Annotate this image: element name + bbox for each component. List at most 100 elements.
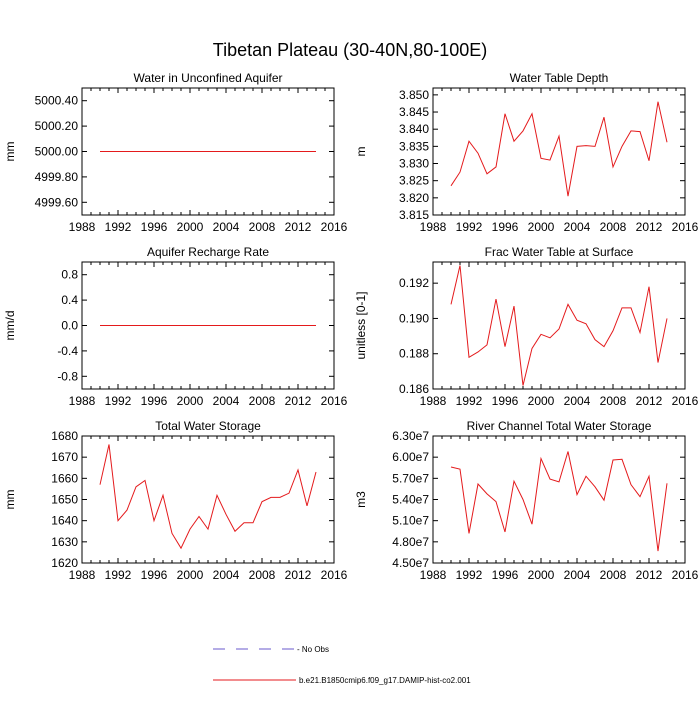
x-tick-label: 2012 — [636, 394, 663, 408]
y-tick-label: 1670 — [51, 450, 78, 464]
y-tick-label: 0.192 — [399, 276, 429, 290]
x-tick-label: 1996 — [492, 220, 519, 234]
x-tick-label: 2016 — [672, 568, 699, 582]
panel-title: Aquifer Recharge Rate — [147, 245, 269, 259]
y-tick-label: 5.10e7 — [392, 514, 429, 528]
y-tick-label: 6.00e7 — [392, 450, 429, 464]
panel-title: Water Table Depth — [510, 71, 609, 85]
y-tick-label: 5.70e7 — [392, 471, 429, 485]
y-tick-label: 3.825 — [399, 174, 429, 188]
panel-title: River Channel Total Water Storage — [467, 419, 652, 433]
x-tick-label: 2004 — [564, 220, 591, 234]
x-tick-label: 1992 — [105, 394, 132, 408]
y-tick-label: 4999.60 — [35, 195, 79, 209]
chart-panel-3: Aquifer Recharge Rate mm/d 1988 1992 1996 200… — [3, 245, 348, 408]
chart-panel-5: Total Water Storage mm 1988 1992 1996 2000 200… — [3, 419, 348, 582]
y-tick-label: 1620 — [51, 556, 78, 570]
x-tick-label: 2016 — [672, 220, 699, 234]
plot-frame — [432, 87, 686, 216]
y-tick-label: 5000.20 — [35, 119, 79, 133]
y-tick-label: 0.0 — [61, 319, 78, 333]
y-tick-label: -0.4 — [57, 344, 78, 358]
plot-frame — [432, 261, 686, 390]
y-tick-label: 0.190 — [399, 311, 429, 325]
x-tick-label: 2000 — [177, 220, 204, 234]
x-tick-label: 2012 — [636, 220, 663, 234]
plot-frame — [81, 435, 335, 564]
y-tick-label: 0.188 — [399, 347, 429, 361]
y-tick-label: 3.840 — [399, 122, 429, 136]
y-axis-label: m3 — [354, 491, 368, 508]
x-tick-label: 2000 — [528, 394, 555, 408]
y-tick-label: 1640 — [51, 514, 78, 528]
x-tick-label: 2008 — [249, 220, 276, 234]
x-tick-label: 2008 — [600, 394, 627, 408]
x-tick-label: 2000 — [177, 394, 204, 408]
panel-title: Water in Unconfined Aquifer — [134, 71, 283, 85]
x-tick-label: 2004 — [213, 220, 240, 234]
y-tick-label: 0.8 — [61, 268, 78, 282]
x-tick-label: 2004 — [213, 568, 240, 582]
figure-title: Tibetan Plateau (30-40N,80-100E) — [213, 40, 488, 60]
y-tick-label: 5000.00 — [35, 145, 79, 159]
y-tick-label: 1660 — [51, 471, 78, 485]
panel-title: Frac Water Table at Surface — [485, 245, 634, 259]
x-tick-label: 2004 — [564, 394, 591, 408]
x-tick-label: 2008 — [600, 568, 627, 582]
y-tick-label: 3.845 — [399, 105, 429, 119]
y-tick-label: 1650 — [51, 493, 78, 507]
x-tick-label: 2000 — [177, 568, 204, 582]
y-axis-label: mm — [3, 142, 17, 162]
x-tick-label: 1992 — [456, 568, 483, 582]
legend: - No Obs b.e21.B1850cmip6.f09_g17.DAMIP-… — [213, 645, 471, 685]
x-tick-label: 2008 — [249, 568, 276, 582]
y-tick-label: 4.50e7 — [392, 556, 429, 570]
y-axis-label: mm/d — [3, 311, 17, 341]
y-tick-label: 3.850 — [399, 88, 429, 102]
panel-title: Total Water Storage — [155, 419, 261, 433]
chart-panel-1: Water in Unconfined Aquifer mm 1988 1992 199… — [3, 71, 348, 234]
x-tick-label: 2004 — [213, 394, 240, 408]
series-line — [450, 265, 668, 386]
y-tick-label: 3.835 — [399, 139, 429, 153]
x-tick-label: 2004 — [564, 568, 591, 582]
x-tick-label: 1988 — [420, 394, 447, 408]
x-tick-label: 1988 — [69, 568, 96, 582]
y-tick-label: 5000.40 — [35, 94, 79, 108]
x-tick-label: 1996 — [141, 394, 168, 408]
chart-panel-4: Frac Water Table at Surface unitless [0-1… — [354, 245, 699, 408]
y-tick-label: 1630 — [51, 535, 78, 549]
x-tick-label: 1988 — [69, 220, 96, 234]
series-line — [450, 451, 668, 552]
x-tick-label: 2000 — [528, 220, 555, 234]
panels: Water in Unconfined Aquifer mm 1988 1992 199… — [3, 71, 699, 582]
x-tick-label: 1992 — [456, 394, 483, 408]
plot-frame — [432, 435, 686, 564]
x-tick-label: 2012 — [285, 394, 312, 408]
x-tick-label: 2012 — [285, 568, 312, 582]
x-tick-label: 1992 — [105, 220, 132, 234]
y-tick-label: 4999.80 — [35, 170, 79, 184]
x-tick-label: 2000 — [528, 568, 555, 582]
legend-no-obs-label: - No Obs — [297, 645, 329, 654]
x-tick-label: 2008 — [600, 220, 627, 234]
x-tick-label: 1996 — [141, 220, 168, 234]
x-tick-label: 2016 — [321, 220, 348, 234]
y-tick-label: 0.4 — [61, 293, 78, 307]
series-line — [99, 444, 317, 550]
y-tick-label: 1680 — [51, 429, 78, 443]
x-tick-label: 1996 — [141, 568, 168, 582]
x-tick-label: 1992 — [456, 220, 483, 234]
x-tick-label: 1996 — [492, 568, 519, 582]
x-tick-label: 1988 — [69, 394, 96, 408]
chart-panel-2: Water Table Depth m 1988 1992 1996 2000 2004 20… — [354, 71, 699, 234]
x-tick-label: 2016 — [672, 394, 699, 408]
x-tick-label: 2012 — [636, 568, 663, 582]
y-tick-label: 3.820 — [399, 191, 429, 205]
y-tick-label: -0.8 — [57, 369, 78, 383]
x-tick-label: 1992 — [105, 568, 132, 582]
x-tick-label: 1996 — [492, 394, 519, 408]
y-tick-label: 3.830 — [399, 157, 429, 171]
